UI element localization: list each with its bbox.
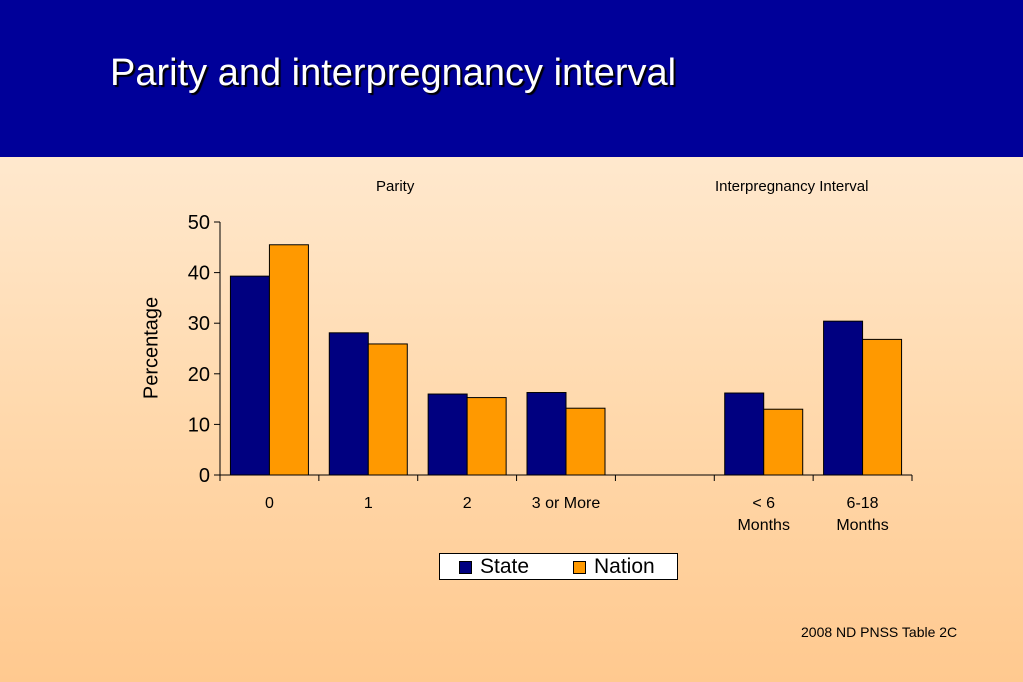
axes-layer: 0 10 20 30 40 50 0 1 2 3 or More < 6 Months 6-18 Mont… [188,212,913,534]
y-tick-label: 0 [199,465,210,487]
y-tick-label: 10 [188,414,210,436]
bar-state-0 [229,275,270,476]
y-tick-label: 50 [188,212,210,234]
bar-nation-1 [367,343,408,476]
bar-nation-2 [466,397,507,476]
bar-nation-6 [862,338,903,476]
legend: State Nation [439,553,678,580]
x-tick-label: 3 or More [532,495,601,512]
bar-state-5 [724,392,765,476]
x-tick-label: 2 [463,495,472,512]
bar-state-3 [526,392,567,476]
y-tick-label: 40 [188,263,210,285]
y-tick-label: 30 [188,313,210,335]
title-banner: Parity and interpregnancy interval [0,0,1023,157]
legend-label-state: State [480,555,530,578]
x-tick-label: < 6 Months [737,495,789,534]
bar-nation-3 [565,407,606,476]
bar-nation-0 [268,244,309,476]
group-label-interpregnancy: Interpregnancy Interval [715,178,869,195]
bar-state-2 [427,393,468,476]
bar-nation-5 [763,408,804,476]
x-tick-label: 0 [265,495,274,512]
legend-swatch-state [459,560,472,574]
x-tick-label: 6-18 Months [836,495,888,534]
legend-label-nation: Nation [594,555,655,578]
bars-layer [229,244,903,476]
bar-state-6 [823,320,864,476]
source-note: 2008 ND PNSS Table 2C [801,624,958,640]
legend-item-nation: Nation [573,555,655,579]
legend-item-state: State [459,555,529,579]
x-tick-label: 1 [364,495,373,512]
page-title: Parity and interpregnancy interval [110,52,677,94]
legend-swatch-nation [573,560,586,574]
group-label-parity: Parity [376,178,415,195]
y-tick-label: 20 [188,364,210,386]
bar-state-1 [328,332,369,476]
